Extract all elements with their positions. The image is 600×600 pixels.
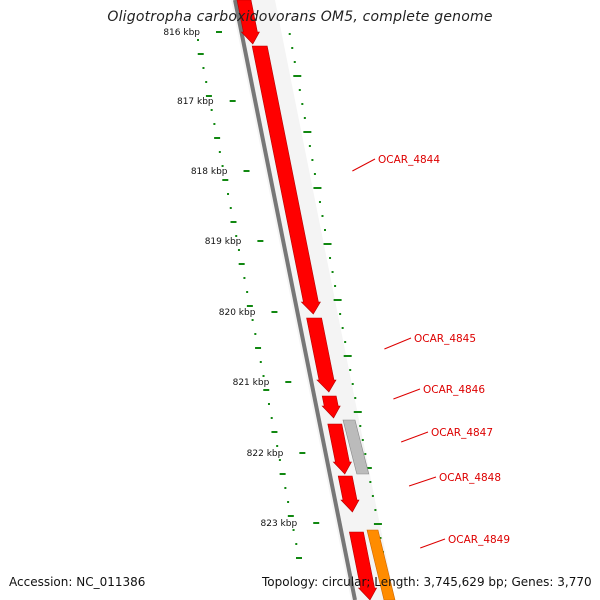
gene-label-ocar-4846[interactable]: OCAR_4846 bbox=[423, 384, 485, 396]
gene-label-leader bbox=[384, 337, 412, 350]
gene-arrow-ocar-4845[interactable] bbox=[306, 317, 337, 393]
gene-label-ocar-4844[interactable]: OCAR_4844 bbox=[378, 154, 440, 166]
gene-label-leader bbox=[393, 388, 421, 400]
gene-arrow[interactable] bbox=[236, 0, 260, 45]
gene-label-leader bbox=[420, 538, 446, 549]
kbp-tick-label: 820 kbp bbox=[219, 308, 256, 318]
backbone-line bbox=[233, 0, 357, 600]
gene-arrow-ocar-4847[interactable] bbox=[327, 423, 352, 475]
gene-arrow-ocar-4848[interactable] bbox=[337, 475, 360, 513]
gene-features bbox=[236, 0, 396, 600]
map-title: Oligotropha carboxidovorans OM5, complet… bbox=[107, 9, 493, 25]
kbp-tick-label: 818 kbp bbox=[191, 167, 228, 177]
gene-label-leader bbox=[400, 431, 429, 443]
topology-text: Topology: circular; Length: 3,745,629 bp… bbox=[262, 575, 592, 589]
kbp-tick-label: 817 kbp bbox=[177, 97, 214, 107]
gene-label-ocar-4848[interactable]: OCAR_4848 bbox=[439, 472, 501, 484]
gene-label-leader bbox=[352, 158, 376, 172]
kbp-tick-label: 816 kbp bbox=[163, 28, 200, 38]
gene-label-ocar-4847[interactable]: OCAR_4847 bbox=[431, 427, 493, 439]
kbp-tick-label: 821 kbp bbox=[233, 378, 270, 388]
gene-label-leader bbox=[408, 476, 437, 487]
gene-label-ocar-4845[interactable]: OCAR_4845 bbox=[414, 333, 476, 345]
gene-arrow-ocar-4846[interactable] bbox=[321, 395, 341, 419]
gene-label-ocar-4849[interactable]: OCAR_4849 bbox=[448, 534, 510, 546]
gene-labels: OCAR_4844 OCAR_4845 OCAR_4846 OCAR_4847 OCAR… bbox=[352, 154, 510, 549]
kbp-tick-label: 822 kbp bbox=[247, 449, 284, 459]
kbp-tick-label: 823 kbp bbox=[261, 519, 298, 529]
pseudo-gene-box[interactable] bbox=[342, 419, 370, 475]
rna-feature-box[interactable] bbox=[366, 529, 396, 600]
accession-text: Accession: NC_011386 bbox=[9, 575, 146, 589]
gene-arrow-ocar-4849[interactable] bbox=[349, 531, 378, 600]
gene-arrow-ocar-4844[interactable] bbox=[251, 45, 321, 315]
kbp-tick-label: 819 kbp bbox=[205, 237, 242, 247]
kbp-scale: 816 kbp 817 kbp 818 kbp 819 kbp 820 kbp 821 k… bbox=[163, 28, 320, 529]
